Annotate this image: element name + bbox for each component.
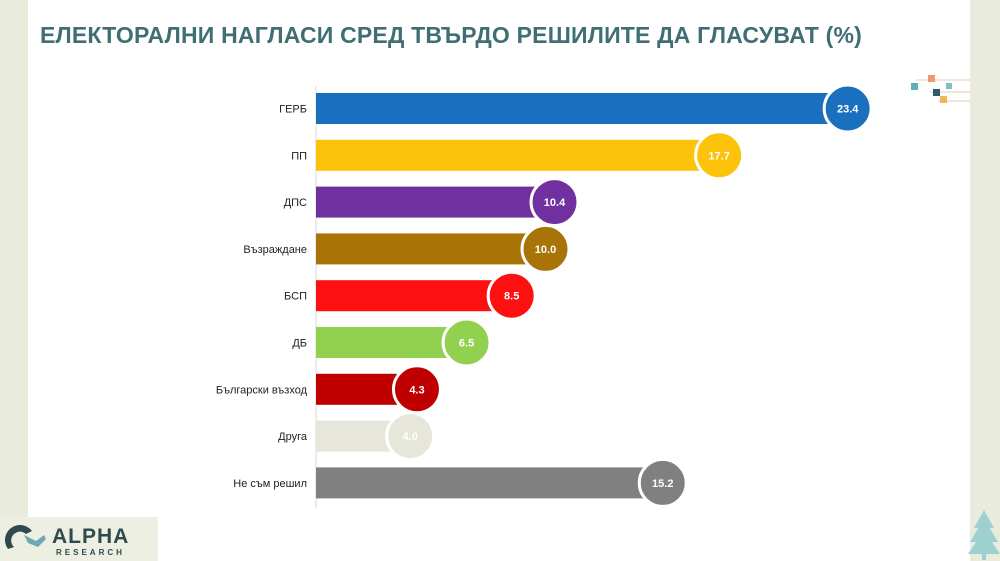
category-label: Български възход	[216, 384, 308, 396]
bar	[316, 280, 508, 312]
bar	[316, 186, 551, 218]
data-label: 17.7	[708, 150, 729, 162]
category-label: ДПС	[284, 197, 307, 209]
data-label: 15.2	[652, 478, 673, 490]
category-label: БСП	[284, 291, 307, 303]
value-bubble	[486, 270, 537, 321]
data-label: 10.4	[544, 197, 566, 209]
category-label: ГЕРБ	[279, 104, 307, 116]
bar	[316, 93, 844, 124]
data-label: 8.5	[504, 291, 519, 303]
logo-name: ALPHA	[52, 525, 130, 548]
value-bubble	[441, 317, 492, 368]
category-label: ДБ	[292, 338, 307, 350]
category-label: Възраждане	[243, 244, 307, 256]
decor-squares-icon	[911, 75, 970, 103]
value-bubble	[385, 411, 436, 462]
alpha-research-logo: ALPHA RESEARCH	[0, 517, 158, 561]
data-label: 10.0	[535, 244, 556, 256]
data-label: 6.5	[459, 338, 474, 350]
tree-icon	[968, 510, 1000, 560]
data-label: 23.4	[837, 104, 859, 116]
data-label: 4.3	[409, 384, 424, 396]
category-label: Не съм решил	[233, 478, 307, 490]
data-label: 4.0	[403, 431, 418, 443]
bar	[316, 139, 716, 171]
logo-subtitle: RESEARCH	[56, 548, 125, 557]
bar	[316, 233, 542, 265]
value-bubble	[822, 83, 873, 134]
value-bubble	[520, 223, 571, 274]
bar	[316, 467, 659, 499]
category-label: Друга	[278, 431, 308, 443]
chart-title: ЕЛЕКТОРАЛНИ НАГЛАСИ СРЕД ТВЪРДО РЕШИЛИТЕ…	[40, 22, 862, 48]
category-label: ПП	[291, 150, 307, 162]
value-bubble	[637, 457, 688, 508]
alpha-logo-icon	[4, 524, 46, 549]
value-bubble	[694, 130, 745, 181]
bar	[316, 327, 463, 358]
